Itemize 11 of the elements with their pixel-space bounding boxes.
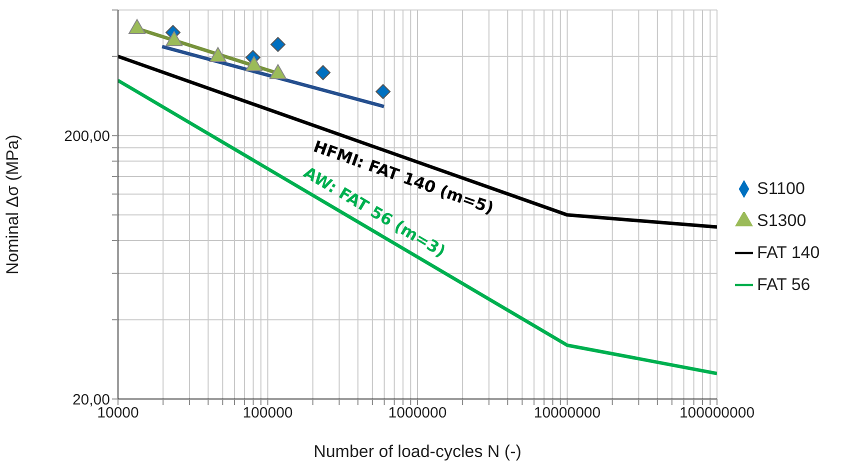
legend-label: S1300 [757, 210, 806, 230]
x-tick-label: 100000 [242, 404, 293, 422]
legend-label: FAT 56 [757, 274, 810, 294]
legend-label: FAT 140 [757, 242, 820, 262]
y-tick-label: 200,00 [64, 128, 110, 145]
x-tick-label: 10000000 [534, 404, 601, 422]
x-axis-title: Number of load-cycles N (-) [314, 442, 522, 461]
legend-label: S1100 [757, 178, 805, 198]
x-tick-label: 1000000 [388, 404, 447, 422]
x-tick-label: 100000000 [679, 404, 755, 422]
y-axis-title: Nominal Δσ (MPa) [3, 134, 22, 274]
